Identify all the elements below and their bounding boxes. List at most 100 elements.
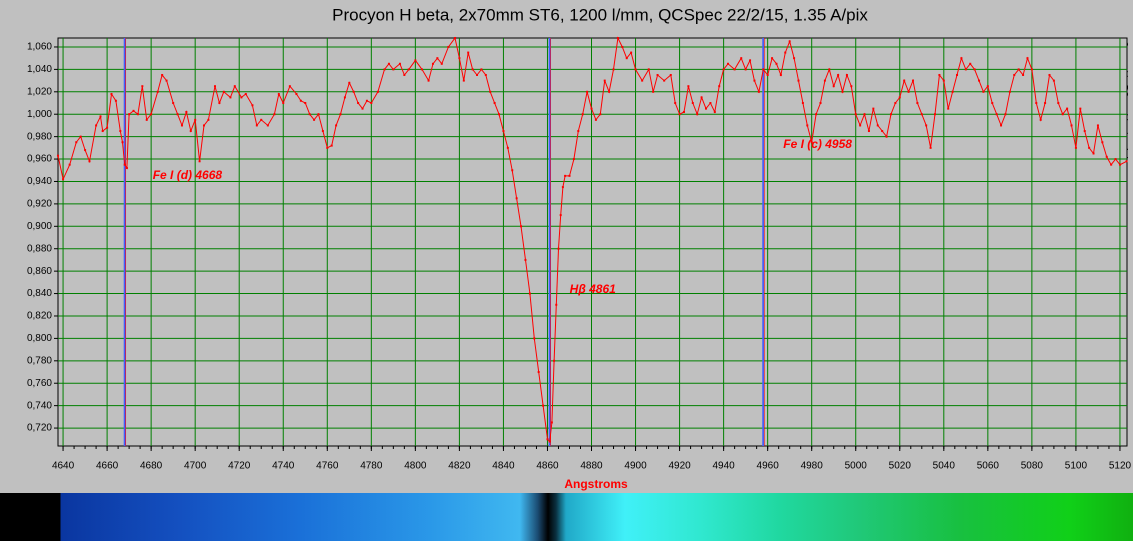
- data-point: [837, 73, 840, 76]
- data-point: [125, 167, 128, 170]
- data-point: [343, 96, 346, 99]
- data-point: [718, 85, 721, 88]
- data-point: [348, 81, 351, 84]
- data-point: [784, 51, 787, 54]
- data-point: [806, 124, 809, 127]
- reference-label: Fe I (d) 4668: [153, 168, 223, 182]
- data-point: [982, 90, 985, 93]
- data-point: [978, 79, 981, 82]
- data-point: [744, 68, 747, 71]
- data-point: [652, 90, 655, 93]
- data-point: [577, 130, 580, 133]
- data-point: [762, 68, 765, 71]
- data-point: [663, 79, 666, 82]
- data-point: [700, 96, 703, 99]
- data-point: [779, 73, 782, 76]
- data-point: [1118, 163, 1121, 166]
- data-point: [128, 113, 131, 116]
- y-tick-label: 0,780: [27, 355, 52, 366]
- data-point: [233, 85, 236, 88]
- x-tick-label: 4800: [404, 461, 427, 472]
- data-point: [398, 62, 401, 65]
- data-point: [907, 90, 910, 93]
- data-point: [288, 85, 291, 88]
- data-point: [277, 93, 280, 96]
- data-point: [951, 90, 954, 93]
- data-point: [903, 79, 906, 82]
- data-point: [114, 99, 117, 102]
- data-point: [854, 113, 857, 116]
- data-point: [467, 51, 470, 54]
- data-point: [119, 130, 122, 133]
- data-point: [641, 79, 644, 82]
- data-point: [189, 130, 192, 133]
- data-point: [180, 124, 183, 127]
- data-point: [141, 85, 144, 88]
- data-point: [1083, 130, 1086, 133]
- data-point: [1125, 160, 1128, 163]
- data-point: [608, 90, 611, 93]
- data-point: [1030, 68, 1033, 71]
- y-tick-label: 1,040: [27, 64, 52, 75]
- chart-title: Procyon H beta, 2x70mm ST6, 1200 l/mm, Q…: [332, 5, 868, 24]
- y-tick-label: 0,900: [27, 221, 52, 232]
- data-point: [845, 73, 848, 76]
- data-point: [1070, 124, 1073, 127]
- data-point: [321, 130, 324, 133]
- reference-label: Hβ 4861: [570, 282, 616, 296]
- x-tick-label: 5100: [1065, 461, 1088, 472]
- data-point: [99, 115, 102, 118]
- data-point: [1013, 73, 1016, 76]
- data-point: [572, 158, 575, 161]
- data-point: [705, 107, 708, 110]
- data-point: [493, 102, 496, 105]
- data-point: [733, 68, 736, 71]
- data-point: [62, 178, 65, 181]
- data-point: [889, 113, 892, 116]
- data-point: [136, 113, 139, 116]
- data-point: [335, 124, 338, 127]
- data-point: [101, 130, 104, 133]
- data-point: [1044, 102, 1047, 105]
- data-point: [753, 79, 756, 82]
- data-point: [447, 45, 450, 48]
- data-point: [630, 51, 633, 54]
- data-point: [801, 102, 804, 105]
- data-point: [709, 102, 712, 105]
- data-point: [489, 90, 492, 93]
- data-point: [788, 40, 791, 43]
- data-point: [771, 57, 774, 60]
- data-point: [524, 258, 527, 261]
- data-point: [1000, 124, 1003, 127]
- data-point: [590, 107, 593, 110]
- data-point: [713, 110, 716, 113]
- data-point: [911, 79, 914, 82]
- data-point: [75, 141, 78, 144]
- data-point: [775, 62, 778, 65]
- x-tick-label: 5000: [845, 461, 868, 472]
- data-point: [317, 113, 320, 116]
- y-tick-label: 1,060: [27, 42, 52, 53]
- data-point: [229, 96, 232, 99]
- x-tick-label: 5120: [1109, 461, 1132, 472]
- data-point: [79, 135, 82, 138]
- x-tick-label: 4980: [801, 461, 824, 472]
- data-point: [766, 73, 769, 76]
- data-point: [933, 113, 936, 116]
- data-point: [696, 113, 699, 116]
- data-point: [942, 79, 945, 82]
- data-point: [244, 93, 247, 96]
- data-point: [121, 141, 124, 144]
- x-tick-label: 4640: [52, 461, 75, 472]
- data-point: [150, 113, 153, 116]
- data-point: [553, 359, 556, 362]
- data-point: [885, 135, 888, 138]
- data-point: [1096, 124, 1099, 127]
- data-point: [1088, 146, 1091, 149]
- data-point: [647, 68, 650, 71]
- data-point: [106, 126, 109, 129]
- data-point: [57, 154, 59, 157]
- data-point: [202, 124, 205, 127]
- data-point: [815, 113, 818, 116]
